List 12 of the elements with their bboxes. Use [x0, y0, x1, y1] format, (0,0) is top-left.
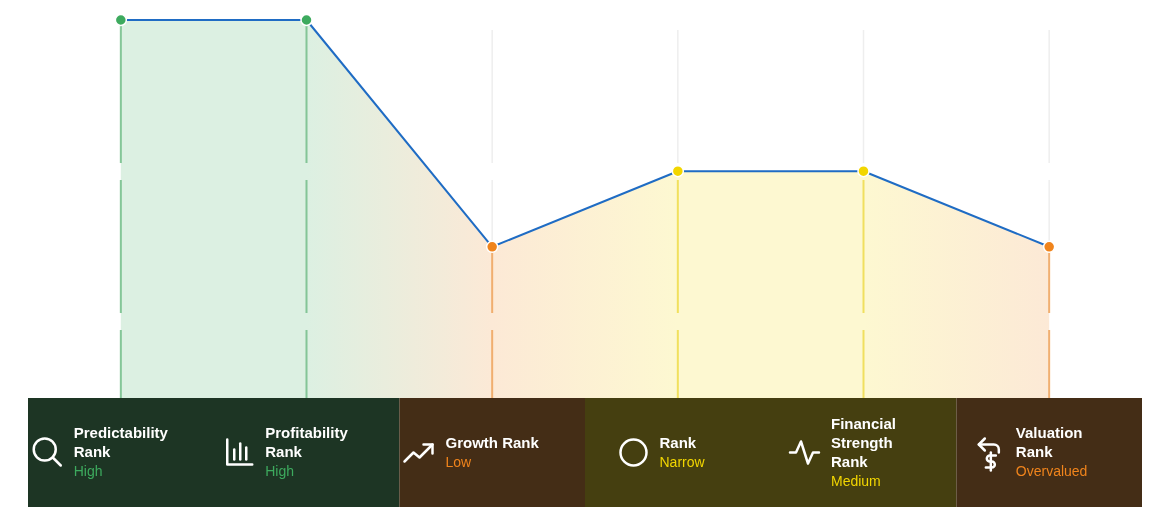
text: Overvalued	[1015, 463, 1088, 479]
x-tick-label: Growth Rank	[445, 433, 540, 451]
text: High	[73, 463, 103, 479]
x-tick-label: Predictability Rank	[73, 424, 169, 460]
x-tick-label: Profitability Rank	[265, 424, 349, 460]
text: High	[265, 463, 295, 479]
x-tick-label: Financial Strength Rank	[830, 414, 897, 470]
text: Narrow	[659, 453, 706, 470]
x-tick-label: Valuation Rank	[1015, 424, 1083, 460]
text: Low	[445, 453, 473, 470]
x-tick-label: Rank	[659, 433, 697, 451]
text: Medium	[830, 472, 881, 489]
